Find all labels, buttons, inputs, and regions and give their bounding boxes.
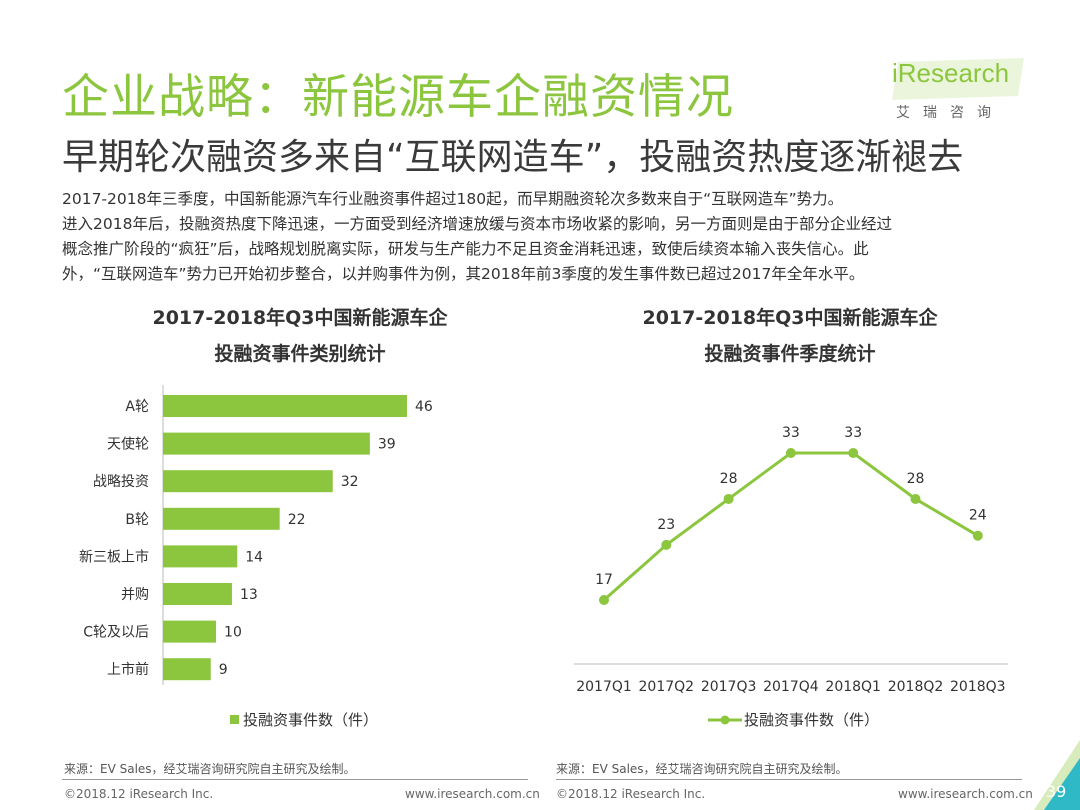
bar-category-label: C轮及以后	[83, 625, 149, 641]
url-right: www.iresearch.com.cn	[898, 787, 1033, 801]
bar-category-label: 天使轮	[107, 436, 149, 453]
source-right: 来源：EV Sales，经艾瑞咨询研究院自主研究及绘制。	[556, 762, 848, 776]
copyright-left: ©2018.12 iResearch Inc.	[64, 787, 214, 801]
line-x-tick-label: 2017Q4	[763, 679, 819, 695]
line-value-label: 28	[907, 471, 925, 487]
bar-value-label: 9	[219, 662, 228, 678]
line-point	[972, 530, 983, 541]
footer-divider-right	[556, 779, 1022, 780]
line-point	[661, 539, 672, 550]
line-value-label: 28	[720, 471, 738, 487]
bar	[163, 507, 280, 530]
logo-backdrop	[892, 58, 1024, 100]
bar	[163, 470, 333, 493]
line-value-label: 23	[657, 517, 675, 533]
source-left: 来源：EV Sales，经艾瑞咨询研究院自主研究及绘制。	[64, 762, 356, 776]
line-point	[910, 493, 921, 504]
line-point	[723, 493, 734, 504]
line-x-tick-label: 2017Q3	[701, 679, 757, 695]
bar-value-label: 39	[378, 437, 396, 453]
bar	[163, 620, 217, 643]
bar-legend-label: 投融资事件数（件）	[243, 711, 379, 729]
bar-value-label: 13	[240, 587, 258, 603]
line-chart-title-line1: 2017-2018年Q3中国新能源车企	[642, 307, 938, 329]
bar-category-label: 上市前	[107, 661, 149, 678]
footer-divider-left	[62, 779, 528, 780]
body-line: 2017-2018年三季度，中国新能源汽车行业融资事件超过180起，而早期融资轮…	[62, 190, 844, 208]
logo-cn: 艾瑞咨询	[896, 105, 1004, 121]
bar	[163, 583, 232, 605]
bar-category-label: 并购	[121, 587, 149, 603]
line-chart-legend: 投融资事件数（件）	[708, 709, 879, 730]
bar-category-label: 战略投资	[93, 474, 149, 490]
bar	[163, 432, 370, 455]
body-line: 外，“互联网造车”势力已开始初步整合，以并购事件为例，其2018年前3季度的发生…	[62, 265, 865, 283]
line-value-label: 24	[969, 508, 987, 524]
bar-value-label: 10	[224, 625, 242, 641]
line-value-label: 33	[844, 425, 862, 441]
body-paragraph: 2017-2018年三季度，中国新能源汽车行业融资事件超过180起，而早期融资轮…	[62, 187, 1034, 287]
logo: iResearch 艾瑞咨询	[890, 58, 1030, 128]
page-corner-decoration	[1034, 740, 1080, 810]
legend-line-icon	[708, 715, 742, 725]
bar	[163, 658, 211, 681]
line-legend-label: 投融资事件数（件）	[744, 711, 880, 729]
line-x-tick-label: 2017Q2	[639, 679, 695, 695]
bar-chart-title: 2017-2018年Q3中国新能源车企 投融资事件类别统计	[60, 300, 540, 372]
bar-chart-title-line1: 2017-2018年Q3中国新能源车企	[152, 307, 448, 329]
bar-category-label: B轮	[125, 512, 149, 528]
bar-chart: A轮 46 天使轮 39 战略投资 32 B轮 22 新三板上市 14 并购 13 C轮及以后 10 上市前…	[79, 385, 433, 685]
bar-chart-title-line2: 投融资事件类别统计	[214, 343, 386, 365]
bar	[163, 545, 238, 568]
body-line: 概念推广阶段的“疯狂”后，战略规划脱离实际，研发与生产能力不足且资金消耗迅速，致…	[62, 240, 869, 258]
bar-category-label: 新三板上市	[79, 548, 149, 565]
line-point	[785, 448, 796, 458]
bar-category-label: A轮	[125, 399, 149, 415]
page-number: 39	[1046, 782, 1067, 801]
legend-square-icon	[230, 715, 239, 724]
body-line: 进入2018年后，投融资热度下降迅速，一方面受到经济增速放缓与资本市场收紧的影响…	[62, 215, 892, 233]
page-title: 企业战略：新能源车企融资情况	[62, 70, 734, 125]
bar-value-label: 32	[341, 474, 359, 490]
line-value-label: 33	[782, 425, 800, 441]
line-point	[848, 448, 859, 458]
line-x-tick-label: 2018Q3	[950, 679, 1006, 695]
logo-brand: iResearch	[892, 58, 1010, 88]
line-point	[599, 595, 609, 605]
line-x-tick-label: 2018Q2	[888, 679, 944, 695]
bar-value-label: 46	[415, 399, 433, 415]
line-chart-title: 2017-2018年Q3中国新能源车企 投融资事件季度统计	[550, 300, 1030, 372]
bar-chart-legend: 投融资事件数（件）	[230, 709, 378, 730]
line-chart-title-line2: 投融资事件季度统计	[704, 343, 876, 365]
line-chart: 17 2017Q1 23 2017Q2 28 2017Q3 33 2017Q4 33 2018Q1…	[574, 425, 1008, 695]
line-x-tick-label: 2017Q1	[576, 679, 632, 695]
page-subtitle: 早期轮次融资多来自“互联网造车”，投融资热度逐渐褪去	[62, 137, 964, 178]
line-x-tick-label: 2018Q1	[825, 679, 881, 695]
bar	[163, 395, 407, 417]
bar-value-label: 22	[288, 512, 306, 528]
url-left: www.iresearch.com.cn	[405, 787, 540, 801]
copyright-right: ©2018.12 iResearch Inc.	[556, 787, 706, 801]
line-value-label: 17	[595, 572, 613, 588]
bar-value-label: 14	[245, 549, 263, 565]
